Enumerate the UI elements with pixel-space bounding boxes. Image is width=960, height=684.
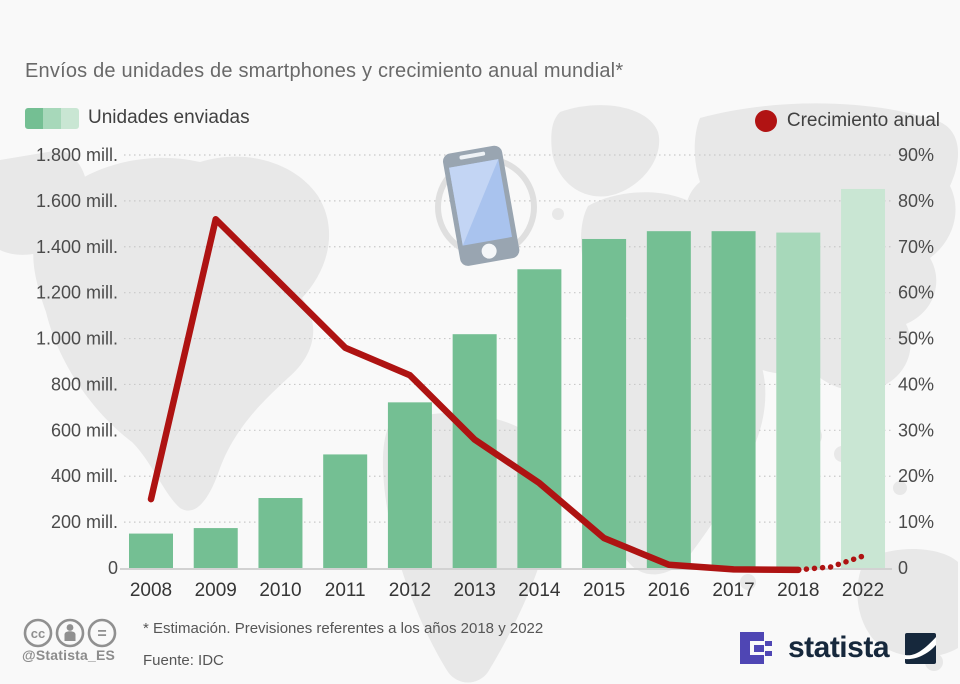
growth-line-forecast-dotted <box>795 553 866 573</box>
cc-icon: cc <box>31 626 45 641</box>
left-axis-label: 1.800 mill. <box>36 145 118 165</box>
x-axis-label: 2015 <box>583 580 625 601</box>
right-axis-label: 10% <box>898 512 934 532</box>
bar-legend-swatch-icon <box>25 107 79 129</box>
cc-license-icons: cc = <box>23 618 117 648</box>
smartphone-icon <box>435 145 537 266</box>
growth-line <box>147 215 802 574</box>
right-axis-label: 60% <box>898 283 934 303</box>
bar-2018 <box>776 232 821 568</box>
bar-2017 <box>711 231 756 569</box>
statista-brand: statista <box>738 630 936 666</box>
x-axis-label: 2018 <box>777 580 819 601</box>
left-axis-label: 1.200 mill. <box>36 283 118 303</box>
left-axis-label: 600 mill. <box>51 420 118 440</box>
left-axis-label: 200 mill. <box>51 512 118 532</box>
bar-2012 <box>387 402 432 568</box>
bar-2014 <box>517 269 562 568</box>
right-axis-label: 90% <box>898 145 934 165</box>
legend-growth: Crecimiento anual <box>754 110 940 132</box>
footnote: * Estimación. Previsiones referentes a l… <box>143 620 544 637</box>
bar-2011 <box>323 454 368 568</box>
equal-icon: = <box>97 626 106 643</box>
right-axis-label: 30% <box>898 420 934 440</box>
right-axis-label: 70% <box>898 237 934 257</box>
statista-handle: @Statista_ES <box>22 647 116 663</box>
x-axis-label: 2017 <box>712 580 754 601</box>
left-axis-label: 1.400 mill. <box>36 237 118 257</box>
right-axis-label: 40% <box>898 374 934 394</box>
right-axis-label: 20% <box>898 466 934 486</box>
x-axis-label: 2012 <box>389 580 431 601</box>
attribution-person-icon <box>64 624 76 641</box>
right-axis-label: 50% <box>898 329 934 349</box>
right-axis-label: 80% <box>898 191 934 211</box>
bar-2015 <box>582 238 627 568</box>
x-axis-label: 2011 <box>325 580 366 601</box>
bar-2022 <box>841 188 886 569</box>
left-axis-label: 1.000 mill. <box>36 329 118 349</box>
left-axis-label: 0 <box>108 558 118 578</box>
x-axis-label: 2014 <box>518 580 561 601</box>
statista-logo-icon <box>905 632 936 664</box>
x-axis-label: 2010 <box>259 580 301 601</box>
line-legend-dot-icon <box>754 110 777 132</box>
x-axis-label: 2022 <box>842 580 884 601</box>
right-axis-label: 0 <box>898 558 908 578</box>
legend-units: Unidades enviadas <box>25 107 250 129</box>
bar-2016 <box>646 231 691 569</box>
partner-logo-icon <box>739 632 772 664</box>
left-axis-label: 400 mill. <box>51 466 118 486</box>
x-axis-label: 2016 <box>648 580 690 601</box>
x-axis-label: 2013 <box>454 580 496 601</box>
left-axis-label: 1.600 mill. <box>36 191 118 211</box>
source: Fuente: IDC <box>143 652 224 669</box>
bar-2009 <box>193 528 238 568</box>
x-axis-label: 2008 <box>130 580 172 601</box>
bar-2008 <box>129 533 173 568</box>
bar-legend-label: Unidades enviadas <box>88 107 250 128</box>
bar-2010 <box>258 498 303 568</box>
statista-wordmark: statista <box>787 631 890 664</box>
chart-title: Envíos de unidades de smartphones y crec… <box>25 60 624 82</box>
left-axis-label: 800 mill. <box>51 374 118 394</box>
line-legend-label: Crecimiento anual <box>786 110 940 131</box>
x-axis-label: 2009 <box>195 580 237 601</box>
